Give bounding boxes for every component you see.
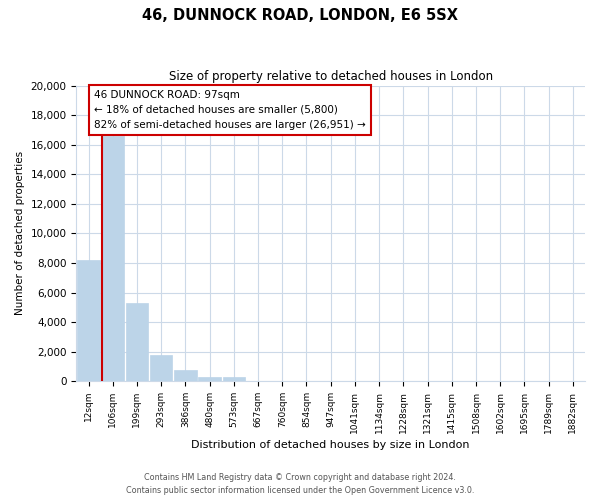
X-axis label: Distribution of detached houses by size in London: Distribution of detached houses by size … xyxy=(191,440,470,450)
Text: 46 DUNNOCK ROAD: 97sqm
← 18% of detached houses are smaller (5,800)
82% of semi-: 46 DUNNOCK ROAD: 97sqm ← 18% of detached… xyxy=(94,90,366,130)
Bar xyxy=(77,260,100,381)
Title: Size of property relative to detached houses in London: Size of property relative to detached ho… xyxy=(169,70,493,83)
Bar xyxy=(174,370,197,381)
Text: Contains HM Land Registry data © Crown copyright and database right 2024.
Contai: Contains HM Land Registry data © Crown c… xyxy=(126,474,474,495)
Bar xyxy=(199,377,221,381)
Bar xyxy=(223,377,245,381)
Y-axis label: Number of detached properties: Number of detached properties xyxy=(15,152,25,316)
Bar xyxy=(126,303,148,381)
Bar xyxy=(101,136,124,381)
Text: 46, DUNNOCK ROAD, LONDON, E6 5SX: 46, DUNNOCK ROAD, LONDON, E6 5SX xyxy=(142,8,458,22)
Bar xyxy=(150,354,172,381)
